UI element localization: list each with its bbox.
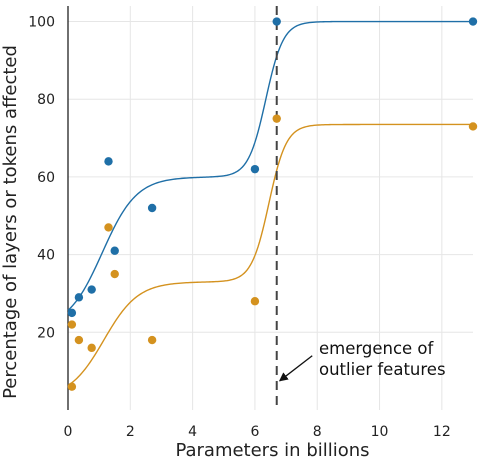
- grid-lines: [68, 6, 473, 410]
- data-points: [67, 17, 478, 391]
- data-point-series-2-3: [74, 335, 84, 345]
- data-point-series-1-8: [272, 17, 281, 26]
- x-tick-label-8: 8: [313, 424, 322, 440]
- y-tick-label-80: 80: [37, 92, 55, 108]
- data-point-series-2-9: [272, 114, 281, 123]
- annotation-label: emergence of outlier features: [319, 339, 446, 379]
- data-point-series-1-4: [104, 157, 113, 166]
- y-tick-label-20: 20: [37, 325, 55, 341]
- x-tick-label-12: 12: [433, 424, 451, 440]
- x-tick-label-6: 6: [250, 424, 259, 440]
- data-point-series-2-5: [104, 223, 113, 232]
- data-point-series-2-6: [110, 269, 119, 279]
- data-point-series-1-3: [87, 285, 96, 294]
- y-tick-label-40: 40: [37, 248, 55, 264]
- data-point-series-2-1: [67, 382, 77, 391]
- annotation-line-1: emergence of: [319, 339, 435, 358]
- fit-curve-series-1: [67, 20, 473, 311]
- x-axis-title: Parameters in billions: [175, 440, 369, 459]
- x-tick-label-2: 2: [126, 424, 135, 440]
- annotation-line-2: outlier features: [319, 360, 446, 379]
- y-tick-label-100: 100: [28, 15, 55, 31]
- data-point-series-2-4: [87, 343, 96, 353]
- fit-curve-series-2: [67, 123, 473, 387]
- data-point-series-1-7: [250, 164, 260, 174]
- x-tick-label-0: 0: [64, 424, 73, 440]
- y-axis-title: Percentage of layers or tokens affected: [0, 45, 21, 399]
- annotation-arrow: [278, 355, 313, 382]
- data-point-series-1-5: [110, 246, 119, 255]
- data-point-series-2-8: [250, 297, 260, 306]
- data-point-series-2-2: [67, 320, 77, 329]
- data-point-series-2-10: [468, 122, 478, 131]
- fit-curves: [67, 20, 473, 387]
- data-point-series-1-1: [67, 308, 77, 318]
- x-tick-label-4: 4: [188, 424, 197, 440]
- data-point-series-2-7: [147, 335, 157, 345]
- x-tick-labels: 0 2 4 6 8 10 12: [64, 424, 451, 440]
- y-tick-label-60: 60: [37, 170, 55, 186]
- data-point-series-1-6: [147, 203, 157, 213]
- y-tick-labels: 20 40 60 80 100: [28, 15, 55, 342]
- data-point-series-1-9: [468, 17, 478, 26]
- x-tick-label-10: 10: [371, 424, 389, 440]
- data-point-series-1-2: [74, 293, 84, 302]
